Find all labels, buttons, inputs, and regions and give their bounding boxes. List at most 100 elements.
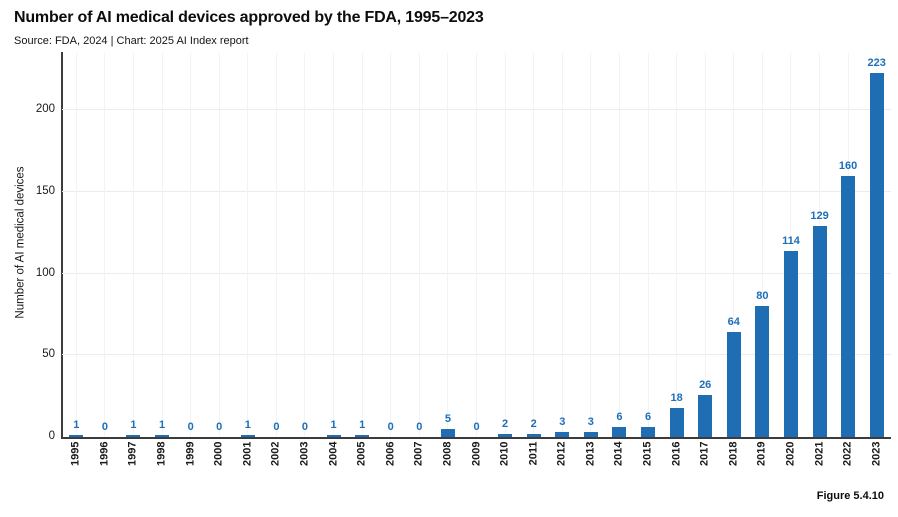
v-gridline [733, 53, 735, 437]
figure-label: Figure 5.4.10 [816, 490, 884, 502]
bar[interactable] [498, 433, 513, 437]
x-tick-label: 2006 [384, 441, 397, 466]
x-tick-label: 2012 [555, 441, 568, 466]
bar-value-label: 3 [559, 416, 566, 429]
v-gridline [561, 53, 563, 437]
bar-value-label: 64 [727, 316, 740, 329]
x-tick-label: 1995 [69, 441, 82, 466]
y-tick-label: 100 [35, 266, 55, 279]
v-gridline [590, 53, 592, 437]
bar-value-label: 114 [782, 234, 800, 247]
x-tick-label: 2000 [212, 441, 225, 466]
x-tick-label: 2022 [841, 441, 854, 466]
bar-value-label: 18 [670, 391, 683, 404]
bar[interactable] [641, 427, 656, 437]
x-tick-label: 2016 [670, 441, 683, 466]
v-gridline [533, 53, 535, 437]
bar[interactable] [240, 435, 255, 437]
bar[interactable] [783, 250, 798, 437]
x-tick-label: 2013 [584, 441, 597, 466]
v-gridline [618, 53, 620, 437]
bar-value-label: 1 [73, 419, 80, 432]
x-tick-label: 2003 [298, 441, 311, 466]
bar-value-label: 0 [101, 421, 108, 433]
y-axis-title: Number of AI medical devices [14, 166, 27, 319]
bar-value-label: 80 [756, 290, 769, 303]
x-tick-label: 1996 [98, 441, 111, 466]
bar[interactable] [698, 394, 713, 437]
bar-value-label: 1 [130, 419, 137, 432]
x-tick-label: 2009 [470, 441, 482, 466]
v-gridline [761, 53, 763, 437]
bar-value-label: 1 [158, 419, 166, 432]
bar-value-label: 1 [330, 419, 337, 432]
v-gridline [104, 53, 106, 437]
y-tick-label: 200 [35, 103, 55, 116]
v-gridline [361, 53, 363, 437]
bar-value-label: 2 [530, 417, 537, 430]
x-tick-label: 1997 [126, 441, 139, 466]
x-tick-label: 2023 [870, 441, 883, 466]
x-tick-label: 2017 [698, 441, 711, 466]
v-gridline [790, 53, 792, 437]
x-tick-label: 2011 [527, 441, 540, 466]
y-tick-label: 0 [48, 430, 55, 442]
v-gridline [190, 53, 192, 437]
v-gridline [418, 53, 420, 437]
bar[interactable] [155, 435, 170, 437]
x-tick-label: 1998 [155, 441, 168, 466]
v-gridline [75, 53, 77, 437]
bar[interactable] [526, 433, 541, 437]
chart-source-line: Source: FDA, 2024 | Chart: 2025 AI Index… [14, 35, 249, 47]
bar[interactable] [612, 427, 627, 437]
bar[interactable] [126, 435, 141, 437]
v-gridline [447, 53, 449, 437]
x-tick-label: 2002 [269, 441, 282, 466]
bar[interactable] [326, 435, 341, 437]
x-tick-label: 2020 [784, 441, 797, 466]
bar-value-label: 6 [644, 411, 652, 424]
bar[interactable] [669, 407, 684, 437]
bar[interactable] [583, 432, 598, 437]
bar-value-label: 5 [444, 412, 451, 425]
bar-value-label: 1 [244, 419, 251, 432]
x-tick-label: 2001 [241, 441, 254, 466]
v-gridline [647, 53, 649, 437]
x-tick-label: 2005 [355, 441, 368, 466]
bar-value-label: 0 [273, 421, 280, 433]
bar[interactable] [726, 332, 741, 437]
x-tick-label: 2014 [612, 441, 625, 466]
v-gridline [275, 53, 277, 437]
v-gridline [390, 53, 392, 437]
bar-value-label: 26 [699, 378, 712, 391]
bar[interactable] [555, 432, 570, 437]
y-tick-label: 50 [42, 348, 55, 361]
v-gridline [161, 53, 163, 437]
bar[interactable] [355, 435, 370, 437]
bar-value-label: 0 [187, 421, 194, 433]
bar[interactable] [755, 306, 770, 437]
bar[interactable] [812, 226, 827, 437]
v-gridline [476, 53, 477, 437]
v-gridline [247, 53, 249, 437]
bar[interactable] [69, 435, 84, 437]
y-tick-label: 150 [35, 184, 55, 197]
bar[interactable] [440, 428, 455, 437]
x-tick-label: 2004 [327, 441, 340, 466]
bar[interactable] [869, 72, 884, 437]
plot-area: 1 0 1 1 0 0 1 0 0 1 1 0 0 5 0 2 2 3 3 6 6 18 26 64 80 114 129 160 22… [62, 53, 891, 437]
y-axis-line [61, 52, 63, 438]
x-axis-line [61, 437, 891, 439]
v-gridline [704, 53, 706, 437]
bar-value-label: 6 [616, 411, 623, 424]
v-gridline [504, 53, 506, 437]
bar-value-label: 129 [810, 210, 829, 223]
x-tick-label: 2010 [498, 441, 511, 466]
bar[interactable] [841, 175, 856, 437]
x-tick-label: 2007 [412, 441, 425, 466]
x-tick-label: 2018 [727, 441, 740, 466]
bar-value-label: 160 [838, 159, 858, 172]
x-tick-label: 2019 [755, 441, 768, 466]
bar-value-label: 1 [359, 419, 366, 432]
